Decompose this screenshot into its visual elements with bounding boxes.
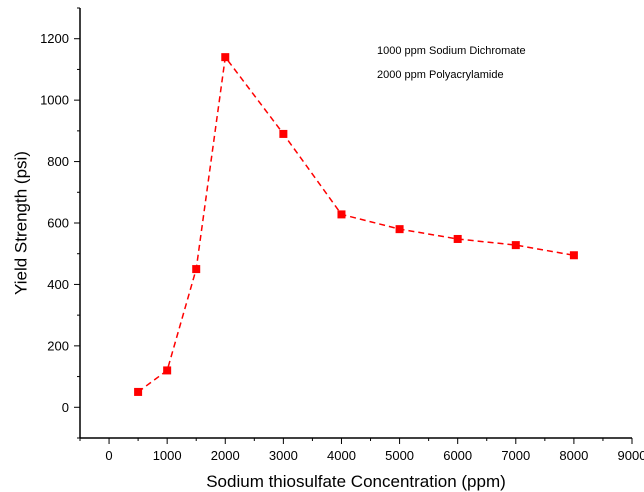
x-axis-ticks: 0 1000 2000 3000 4000 5000 6000 7000 8000 9000 — [79, 438, 644, 463]
data-point — [221, 53, 230, 62]
y-tick-label: 200 — [47, 338, 69, 353]
data-point — [192, 265, 201, 274]
x-tick-label: 5000 — [385, 448, 414, 463]
annotations: 1000 ppm Sodium Dichromate 2000 ppm Polya… — [377, 45, 526, 81]
y-tick-label: 1200 — [40, 31, 69, 46]
x-tick-label: 3000 — [269, 448, 298, 463]
x-tick-label: 2000 — [211, 448, 240, 463]
y-axis-ticks: 0 200 400 600 800 1000 1200 — [40, 7, 80, 439]
data-point — [134, 387, 143, 396]
data-point — [395, 225, 404, 234]
y-tick-label: 0 — [62, 400, 69, 415]
x-tick-label: 6000 — [443, 448, 472, 463]
data-point — [163, 366, 172, 375]
x-axis-title: Sodium thiosulfate Concentration (ppm) — [206, 472, 506, 491]
x-tick-label: 0 — [105, 448, 112, 463]
x-tick-label: 9000 — [618, 448, 644, 463]
data-point — [279, 129, 288, 138]
annotation-text: 2000 ppm Polyacrylamide — [377, 69, 504, 81]
x-tick-label: 8000 — [559, 448, 588, 463]
data-point — [569, 251, 578, 260]
x-tick-label: 1000 — [153, 448, 182, 463]
y-axis-title: Yield Strength (psi) — [11, 151, 30, 295]
y-tick-label: 1000 — [40, 93, 69, 108]
x-tick-label: 7000 — [501, 448, 530, 463]
x-tick-label: 4000 — [327, 448, 356, 463]
series-line — [137, 55, 575, 393]
y-tick-label: 800 — [47, 154, 69, 169]
data-point — [453, 234, 462, 243]
y-tick-label: 400 — [47, 277, 69, 292]
data-point — [511, 241, 520, 250]
series-layer — [134, 53, 578, 396]
data-point — [337, 210, 346, 219]
annotation-text: 1000 ppm Sodium Dichromate — [377, 45, 526, 57]
y-tick-label: 600 — [47, 216, 69, 231]
